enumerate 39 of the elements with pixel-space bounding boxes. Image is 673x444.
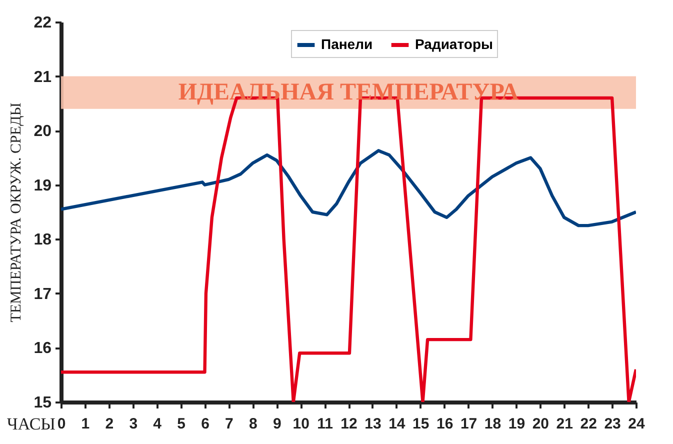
- y-tick-label: 21: [34, 68, 52, 86]
- x-tick-label: 9: [272, 416, 282, 432]
- x-tick-label: 5: [177, 416, 186, 432]
- legend-label: Радиаторы: [415, 36, 493, 52]
- y-tick-label: 22: [34, 14, 52, 32]
- legend-label: Панели: [321, 36, 373, 52]
- x-tick-label: 12: [340, 416, 358, 432]
- y-tick-label: 17: [34, 286, 52, 303]
- x-tick-label: 1: [81, 416, 90, 432]
- x-tick-label: 19: [508, 416, 526, 432]
- x-tick-label: 13: [364, 416, 382, 432]
- x-tick-label: 20: [532, 416, 550, 432]
- x-tick-label: 21: [556, 416, 573, 432]
- x-tick-label: 4: [153, 416, 162, 432]
- x-tick-label: 10: [292, 416, 310, 432]
- y-tick-label: 19: [34, 177, 52, 194]
- y-tick-label: 15: [34, 394, 52, 412]
- x-tick-label: 18: [484, 416, 502, 432]
- line-series: [61, 149, 636, 228]
- y-axis-title: ТЕМПЕРАТУРА ОКРУЖ. СРЕДЫ: [8, 102, 25, 322]
- y-tick-label: 20: [34, 123, 52, 140]
- y-tick-label: 16: [34, 340, 52, 358]
- x-tick-label: 0: [57, 416, 66, 432]
- x-axis-title: ЧАСЫ: [6, 414, 56, 434]
- band-label: ИДЕАЛЬНАЯ ТЕМПЕРАТУРА: [178, 80, 520, 106]
- x-tick-label: 3: [129, 416, 138, 432]
- x-tick-label: 23: [604, 416, 621, 432]
- x-tick-label: 11: [317, 416, 333, 432]
- x-tick-label: 16: [436, 416, 454, 432]
- y-tick-label: 18: [34, 232, 52, 249]
- x-tick-label: 8: [248, 416, 258, 432]
- x-tick-label: 15: [412, 416, 430, 432]
- x-tick-label: 2: [105, 416, 114, 432]
- x-tick-label: 7: [225, 416, 234, 432]
- x-tick-label: 14: [388, 416, 406, 432]
- x-tick-label: 17: [460, 416, 478, 432]
- x-tick-label: 6: [201, 416, 210, 432]
- x-tick-label: 24: [628, 416, 646, 432]
- x-tick-label: 22: [580, 416, 597, 432]
